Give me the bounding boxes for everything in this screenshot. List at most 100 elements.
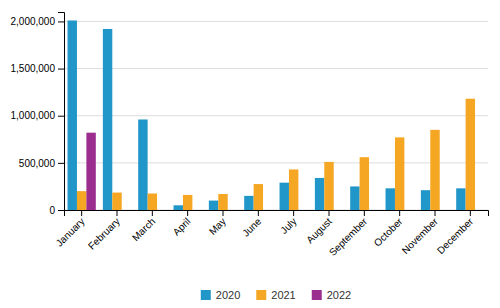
bar <box>138 119 147 210</box>
bar <box>369 210 378 211</box>
bar <box>68 20 77 210</box>
tick: September <box>327 210 370 258</box>
bar <box>77 191 86 210</box>
tick-mark <box>399 210 400 216</box>
tick-mark <box>58 21 64 22</box>
bar <box>218 194 227 210</box>
tick-mark <box>58 163 64 164</box>
bar <box>103 29 112 210</box>
tick-mark <box>58 69 64 70</box>
legend-swatch <box>256 290 266 300</box>
grid-line <box>64 115 488 116</box>
tick-mark <box>81 210 82 216</box>
bar <box>254 184 263 210</box>
bar <box>456 188 465 210</box>
legend-swatch <box>312 290 322 300</box>
legend-label: 2022 <box>327 289 351 301</box>
legend-label: 2021 <box>271 289 295 301</box>
tick: 1,500,000 <box>11 63 65 74</box>
bar <box>298 210 307 211</box>
tick-label: 1,500,000 <box>11 63 56 74</box>
bar <box>289 169 298 210</box>
grid <box>64 21 488 210</box>
tick: 1,000,000 <box>11 110 65 121</box>
tick-label: June <box>240 215 263 238</box>
tick-mark <box>329 210 330 216</box>
tick-label: July <box>278 216 298 236</box>
tick: December <box>435 210 476 256</box>
bar <box>174 205 183 210</box>
y-axis: 0 500,000 1,000,000 1,500,000 2,000,000 <box>11 13 65 216</box>
tick-mark <box>58 116 64 117</box>
bar <box>280 183 289 210</box>
tick-mark <box>58 210 64 211</box>
bar <box>244 196 253 210</box>
tick-mark <box>435 210 436 216</box>
bar <box>324 162 333 210</box>
tick-label: April <box>171 216 193 238</box>
legend-swatch <box>201 290 211 300</box>
chart: 0 500,000 1,000,000 1,500,000 2,000,000 Janua… <box>0 0 500 308</box>
tick-label: September <box>327 215 370 258</box>
bar <box>315 178 324 210</box>
tick-label: 0 <box>49 205 55 216</box>
tick-mark <box>293 210 294 216</box>
bar <box>209 201 218 210</box>
bar <box>475 210 484 211</box>
tick: May <box>207 210 228 237</box>
tick-mark <box>470 210 471 216</box>
plot: 0 500,000 1,000,000 1,500,000 2,000,000 Janua… <box>11 13 489 259</box>
grid-line <box>64 68 488 69</box>
bar <box>112 193 121 210</box>
axis-line <box>58 13 65 211</box>
bar <box>183 195 192 210</box>
legend: 2020 2021 2022 <box>201 289 351 301</box>
tick: October <box>372 210 405 249</box>
bar <box>263 210 272 211</box>
tick: March <box>130 210 157 243</box>
x-axis: JanuaryFebruary March April May June July Augu… <box>54 210 489 258</box>
legend-item: 2020 <box>201 289 240 301</box>
tick: 2,000,000 <box>11 16 65 27</box>
tick: April <box>171 210 193 238</box>
bar <box>440 210 449 211</box>
bar <box>404 210 413 211</box>
tick: 0 <box>49 205 64 216</box>
tick-label: October <box>372 215 405 248</box>
legend-item: 2022 <box>312 289 351 301</box>
bar-series <box>77 99 475 210</box>
bar <box>148 194 157 211</box>
bar-series <box>68 20 466 210</box>
bar <box>466 99 475 210</box>
tick-label: March <box>130 216 157 243</box>
tick: February <box>86 210 122 252</box>
bar <box>157 210 166 211</box>
grid-line <box>64 162 488 163</box>
tick: 500,000 <box>19 158 64 169</box>
bar <box>86 133 95 210</box>
tick-label: August <box>304 216 334 246</box>
bar <box>421 190 430 210</box>
bar <box>386 188 395 210</box>
tick-label: January <box>54 216 87 249</box>
legend-item: 2021 <box>256 289 295 301</box>
tick: August <box>304 210 334 245</box>
tick: January <box>54 210 87 249</box>
tick-mark <box>258 210 259 216</box>
tick-label: May <box>207 216 228 237</box>
axis-line <box>65 211 489 217</box>
tick-mark <box>187 210 188 216</box>
tick-label: November <box>400 215 441 256</box>
bar <box>430 130 439 210</box>
tick: June <box>240 210 263 239</box>
tick-label: 500,000 <box>19 158 56 169</box>
tick-label: February <box>86 216 122 252</box>
bar <box>360 157 369 210</box>
bar <box>334 210 343 211</box>
bar <box>228 210 237 211</box>
tick: November <box>400 210 441 256</box>
bar-series <box>86 133 95 210</box>
bars <box>68 20 476 210</box>
legend-label: 2020 <box>216 289 240 301</box>
tick-label: December <box>435 215 476 256</box>
